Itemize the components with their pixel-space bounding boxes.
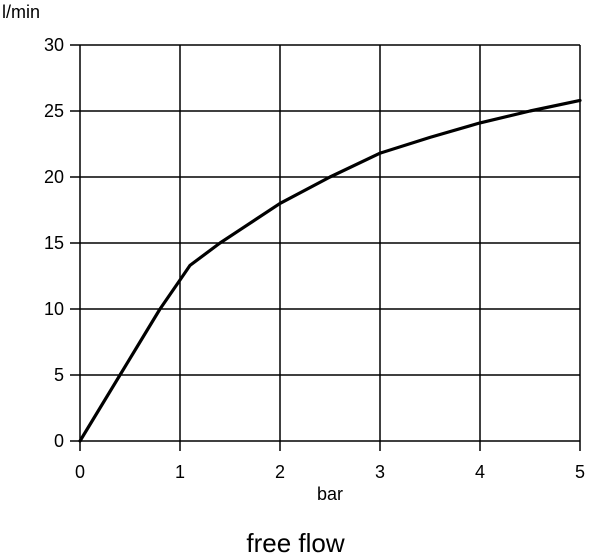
tick-labels: 0 5 10 15 20 25 30 0 1 2 3 4 5: [44, 35, 585, 482]
series-group: [78, 98, 582, 443]
x-tick-label: 0: [75, 462, 85, 482]
x-axis-title: bar: [317, 484, 343, 504]
line-chart: 0 5 10 15 20 25 30 0 1 2 3 4 5 l/min bar: [2, 2, 585, 504]
x-tick-label: 4: [475, 462, 485, 482]
chart-caption: free flow: [246, 528, 345, 558]
y-tick-label: 0: [54, 431, 64, 451]
x-tick-label: 1: [175, 462, 185, 482]
x-tick-label: 2: [275, 462, 285, 482]
y-tick-label: 10: [44, 299, 64, 319]
y-tick-label: 20: [44, 167, 64, 187]
series-line: [78, 98, 582, 443]
y-tick-label: 30: [44, 35, 64, 55]
y-tick-label: 25: [44, 101, 64, 121]
y-tick-label: 5: [54, 365, 64, 385]
y-tick-label: 15: [44, 233, 64, 253]
y-axis-title: l/min: [2, 2, 40, 22]
x-tick-label: 3: [375, 462, 385, 482]
grid: [70, 44, 581, 451]
x-tick-label: 5: [575, 462, 585, 482]
